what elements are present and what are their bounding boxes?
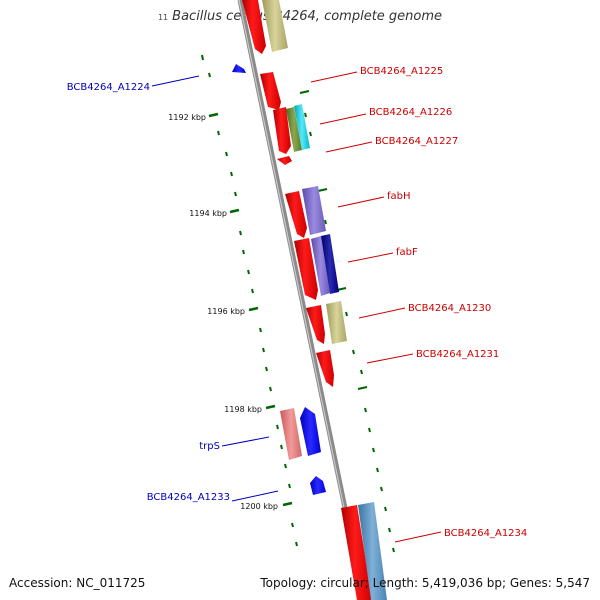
inner-kbp-ticks (208, 112, 293, 507)
outer-tick-ring (299, 90, 395, 553)
gene-arrow-A1230 (306, 305, 325, 344)
genome-backbone (237, 0, 367, 600)
gene-block-top-khaki (262, 0, 288, 52)
genome-backbone-highlight (238, 0, 364, 600)
leader-A1227 (325, 141, 373, 153)
gene-label-A1231[interactable]: BCB4264_A1231 (416, 349, 499, 360)
leader-fabH (337, 196, 385, 208)
kbp-label-1194: 1194 kbp (189, 209, 227, 218)
gene-label-A1230[interactable]: BCB4264_A1230 (408, 303, 491, 314)
gene-block-fabF-purple (311, 236, 330, 296)
gene-arrow-fabH (285, 191, 307, 238)
gene-label-A1224[interactable]: BCB4264_A1224 (67, 82, 150, 93)
gene-arrow-top-red (242, 0, 266, 54)
gene-arrow-A1231 (316, 350, 334, 387)
gene-arrow-fabF (294, 238, 318, 300)
gene-block-pink (280, 408, 302, 460)
leader-A1225 (310, 71, 358, 83)
gene-label-A1233[interactable]: BCB4264_A1233 (147, 492, 230, 503)
topology-text: Topology: circular; Length: 5,419,036 bp… (260, 576, 590, 590)
gene-block-A1230-khaki (326, 301, 347, 344)
leader-A1234 (394, 531, 442, 543)
leader-A1226 (319, 113, 367, 125)
leader-fabF (347, 252, 394, 263)
gene-label-A1226[interactable]: BCB4264_A1226 (369, 107, 452, 118)
leader-trpS (221, 436, 270, 447)
gene-block-fabF-navy (321, 234, 339, 294)
leader-A1224 (151, 75, 200, 87)
gene-arrow-A1233 (310, 476, 326, 495)
gene-arrow-A1227 (277, 156, 292, 165)
gene-arrow-trpS (300, 407, 321, 456)
gene-block-A1226-cyan (294, 104, 310, 150)
gene-arrow-A1225 (260, 72, 281, 110)
leader-A1230 (358, 307, 406, 319)
gene-features (232, 0, 387, 600)
gene-arrow-reverse-A1224 (232, 64, 246, 73)
leader-A1231 (366, 353, 414, 364)
gene-label-fabF[interactable]: fabF (396, 247, 418, 258)
gene-block-A1234-steel (358, 502, 387, 600)
genome-title-text: Bacillus cereus B4264, complete genome (172, 9, 443, 24)
accession-text: Accession: NC_011725 (9, 576, 146, 590)
leader-A1233 (231, 490, 279, 502)
gene-block-fabH-purple (302, 186, 326, 235)
kbp-label-1198: 1198 kbp (224, 405, 262, 414)
kbp-label-1200: 1200 kbp (240, 502, 278, 511)
gene-label-trpS[interactable]: trpS (199, 441, 220, 452)
gene-arrow-A1226 (273, 107, 291, 154)
genome-title: 11 Bacillus cereus B4264, complete genome (0, 9, 600, 24)
gene-label-A1234[interactable]: BCB4264_A1234 (444, 528, 527, 539)
title-tick-fragment: 11 (157, 13, 169, 22)
kbp-label-1192: 1192 kbp (168, 113, 206, 122)
gene-arrow-A1234 (341, 505, 372, 600)
inner-tick-ring (201, 54, 298, 547)
gene-block-A1226-olive (286, 107, 302, 152)
kbp-label-1196: 1196 kbp (207, 307, 245, 316)
gene-label-A1227[interactable]: BCB4264_A1227 (375, 136, 458, 147)
gene-label-A1225[interactable]: BCB4264_A1225 (360, 66, 443, 77)
label-leaders (151, 71, 442, 543)
gene-label-fabH[interactable]: fabH (387, 191, 411, 202)
